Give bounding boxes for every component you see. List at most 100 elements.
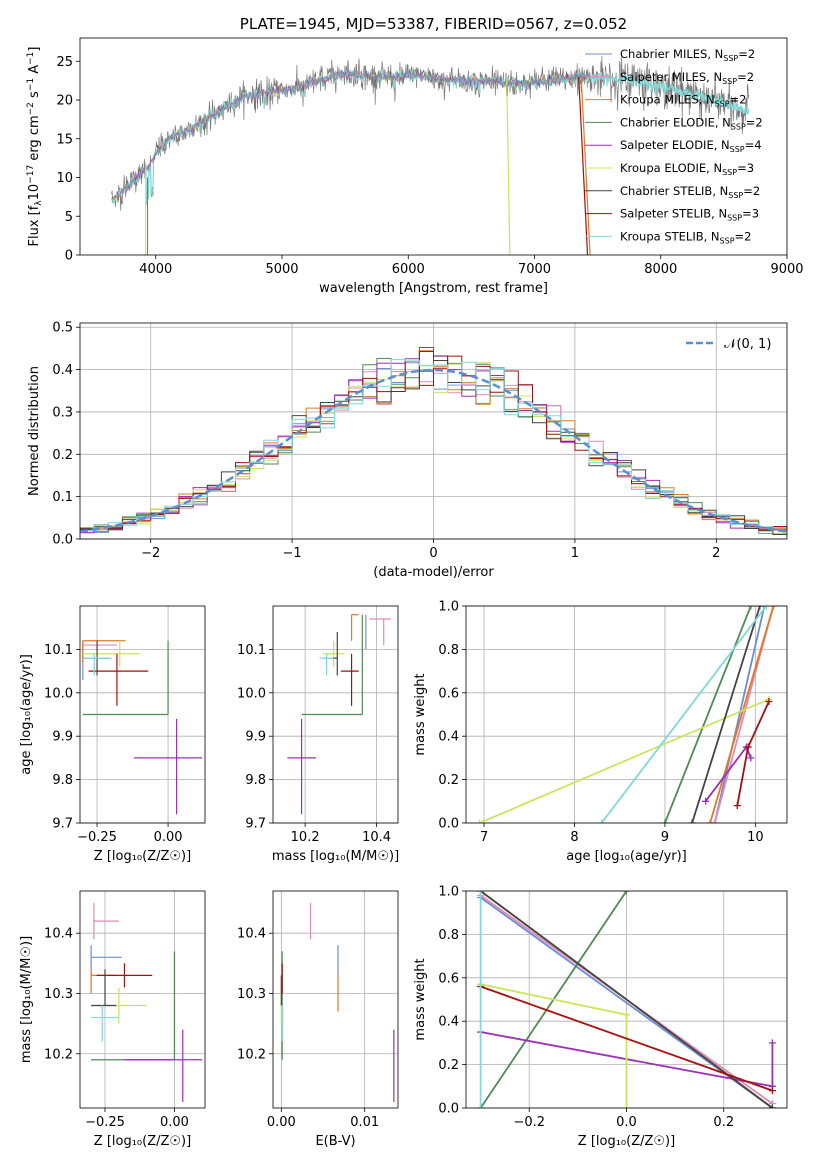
legend-entry: Kroupa MILES, NSSP=2 (620, 93, 746, 109)
plus-marker (762, 606, 770, 610)
x-tick-label: 10 (747, 830, 764, 845)
errorbar-point-chabrier_miles (82, 640, 109, 680)
plot-area-mass_vs_Z (90, 903, 203, 1102)
y-tick-label: 10.4 (44, 927, 73, 942)
plus-marker (477, 1104, 485, 1108)
plot-area-massweight_vs_age (476, 606, 777, 823)
legend: 𝒩(0, 1) (686, 337, 771, 352)
legend-label: Chabrier STELIB, N (620, 184, 728, 198)
errorbar-point-kroupa_elodie (82, 640, 140, 667)
y-tick-label: 10.0 (44, 686, 73, 701)
errorbar-point-kroupa_miles (90, 969, 117, 994)
x-tick-label: −0.25 (77, 830, 117, 845)
y-tick-label: 9.7 (52, 817, 73, 832)
y-axis-label-part: ] (27, 47, 42, 52)
legend-label: Salpeter MILES, N (620, 70, 722, 84)
y-tick-label: 0.2 (438, 773, 459, 788)
y-tick-label: 1.0 (438, 885, 459, 900)
plus-marker (598, 819, 606, 823)
y-tick-label: 0.4 (52, 363, 73, 378)
y-axis-label-part: −1 (26, 52, 36, 65)
model-spectrum-kroupa_elodie (113, 69, 592, 201)
axes-frame (79, 605, 206, 824)
errorbar-point-chabrier_elodie (82, 640, 169, 716)
y-axis-label-part: λ (34, 200, 44, 206)
y-axis-label-part: −1 (26, 78, 36, 91)
errorbar-point-kroupa_stelib (319, 653, 334, 676)
x-tick-label: 0.01 (350, 1115, 379, 1130)
x-tick-label: 1 (571, 546, 579, 561)
x-tick-label: −0.25 (85, 1115, 125, 1130)
legend-tail: =4 (745, 138, 762, 152)
plus-marker (765, 697, 773, 705)
errorbar-point-salpeter_stelib (96, 963, 153, 988)
plot-area-mass_vs_ebv (280, 903, 395, 1102)
y-tick-label: 20 (56, 94, 73, 109)
y-axis-label: Normed distribution (27, 366, 42, 496)
x-tick-label: 0.2 (713, 1115, 734, 1130)
y-tick-label: 0.3 (52, 405, 73, 420)
y-tick-label: 5 (65, 210, 73, 225)
y-tick-label: 25 (56, 55, 73, 70)
legend-sub: SSP (720, 236, 735, 245)
plus-marker (623, 1011, 630, 1019)
y-axis-label: mass [log₁₀(M/M☉)] (19, 936, 34, 1063)
legend-label: Chabrier ELODIE, N (620, 115, 731, 129)
x-tick-label: 6000 (392, 262, 425, 277)
x-tick-label: 5000 (265, 262, 298, 277)
y-axis-label-part: −17 (26, 165, 36, 184)
legend-tail: =3 (737, 161, 754, 175)
y-axis-label-part: −2 (26, 102, 36, 115)
y-tick-label: 0.0 (438, 817, 459, 832)
plus-marker (747, 754, 755, 762)
y-tick-label: 10 (56, 171, 73, 186)
plus-marker (661, 819, 669, 823)
errorbar-point-salpeter_stelib (88, 653, 149, 706)
x-tick-label: 7 (480, 830, 488, 845)
mass-weight-line-kroupa_stelib (600, 606, 767, 823)
x-axis-label: age [log₁₀(age/yr)] (566, 849, 687, 864)
plus-marker (688, 819, 696, 823)
y-tick-label: 0.6 (438, 686, 459, 701)
legend-tail: =2 (737, 70, 754, 84)
legend-label: Kroupa MILES, N (620, 93, 715, 107)
model-spectrum-chabrier_miles (119, 68, 592, 194)
x-tick-label: 9000 (770, 262, 803, 277)
x-tick-label: 7000 (518, 262, 551, 277)
y-tick-label: 9.9 (245, 730, 266, 745)
mass-weight-line-chabrier_elodie (664, 606, 752, 823)
errorbar-point-salpeter_miles (93, 903, 119, 940)
plot-area-residuals (80, 347, 787, 539)
legend-entry: Chabrier STELIB, NSSP=2 (620, 184, 760, 200)
x-axis-label: Z [log₁₀(Z/Z☉)] (94, 849, 191, 864)
plus-marker (768, 1087, 776, 1095)
model-dropout (506, 80, 511, 255)
y-tick-label: 0.5 (52, 321, 73, 336)
y-tick-label: 9.7 (245, 817, 266, 832)
y-tick-label: 9.9 (52, 730, 73, 745)
y-axis-label-part: A (27, 65, 42, 78)
y-tick-label: 10.4 (237, 927, 266, 942)
axes-mass_vs_ebv: 0.00 0.01 10.2 10.3 10.4 E(B-V) (237, 890, 399, 1149)
axes-frame (465, 890, 788, 1109)
chart-title: PLATE=1945, MJD=53387, FIBERID=0567, z=0… (240, 15, 627, 33)
mass-weight-line-chabrier_stelib (691, 606, 761, 823)
errorbar-point-kroupa_miles (350, 614, 359, 641)
y-tick-label: 0.0 (52, 533, 73, 548)
axes-frame (79, 890, 206, 1109)
axes-frame (79, 37, 788, 256)
x-axis-label: mass [log₁₀(M/M☉)] (272, 849, 399, 864)
y-tick-label: 9.8 (52, 773, 73, 788)
x-tick-label: 4000 (139, 262, 172, 277)
x-tick-label: 10.4 (362, 830, 391, 845)
plot-area-spectrum (111, 55, 750, 255)
plus-marker (768, 1104, 776, 1108)
x-axis-label: wavelength [Angstrom, rest frame] (319, 281, 548, 296)
errorbar-point-salpeter_elodie (133, 718, 203, 815)
legend-label: Kroupa STELIB, N (620, 229, 720, 243)
y-tick-label: 10.1 (237, 643, 266, 658)
errorbar-point-chabrier_stelib (91, 969, 117, 1007)
axes-residuals: −2 −1 0 1 2 0.0 0.1 0.2 0.3 0.4 0.5 (data-model)/er… (27, 321, 788, 580)
legend-label: Salpeter ELODIE, N (620, 138, 730, 152)
mass-weight-line-salpeter_stelib (480, 985, 773, 1092)
